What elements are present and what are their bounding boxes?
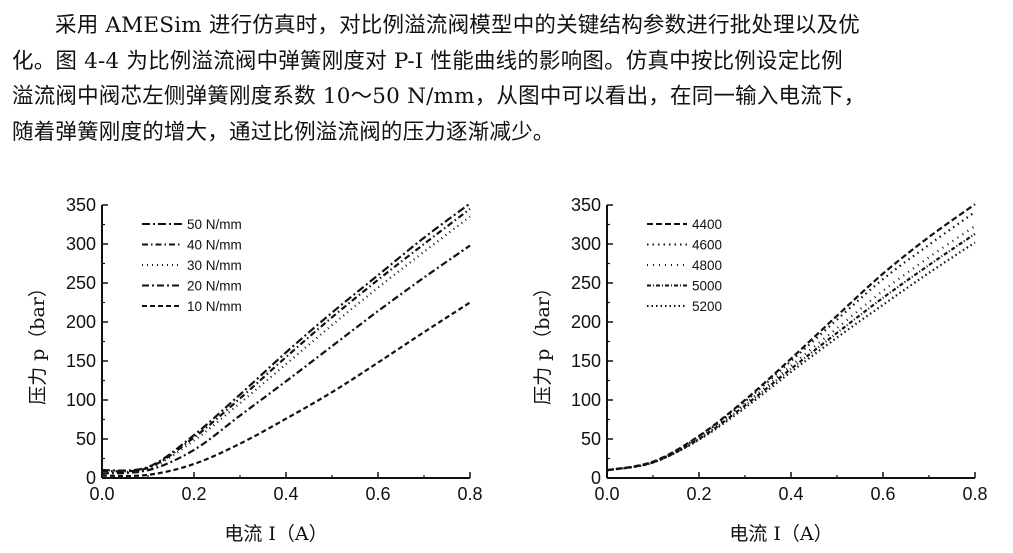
series-line (101, 202, 471, 472)
y-tick-label: 250 (571, 273, 601, 293)
x-tick-label: 0.4 (778, 484, 803, 504)
y-tick-label: 100 (66, 390, 96, 410)
spring-stiffness-chart: 0 50 100 150 200 250 300 350 0.0 0.2 0.4 0.6 0.8 电流 I… (27, 195, 483, 545)
series-line (606, 203, 976, 472)
x-axis-title: 电流 I（A） (224, 523, 327, 545)
y-tick-label: 0 (591, 468, 601, 488)
legend-label: 4600 (692, 238, 722, 253)
x-tick-label: 0.6 (870, 484, 895, 504)
y-tick-label: 150 (571, 351, 601, 371)
paragraph-line: 化。图 4-4 为比例溢流阀中弹簧刚度对 P-I 性能曲线的影响图。仿真中按比例… (12, 48, 843, 74)
y-tick-label: 50 (76, 429, 96, 449)
legend-label: 10 N/mm (187, 299, 242, 314)
paragraph-line: 采用 AMESim 进行仿真时，对比例溢流阀模型中的关键结构参数进行批处理以及优 (55, 13, 860, 38)
series-line (101, 301, 471, 478)
legend-label: 20 N/mm (187, 279, 242, 294)
series-line (606, 225, 976, 472)
y-tick-label: 350 (571, 195, 601, 215)
y-tick-label: 300 (66, 234, 96, 254)
y-tick-label: 50 (581, 429, 601, 449)
series-line (101, 244, 471, 475)
legend-label: 5200 (692, 299, 722, 314)
x-tick-label: 0.8 (457, 484, 482, 504)
x-tick-label: 0.2 (686, 484, 711, 504)
legend-label: 40 N/mm (187, 238, 242, 253)
y-tick-label: 100 (571, 390, 601, 410)
y-axis-title: 压力 p（bar） (27, 278, 49, 405)
legend-label: 50 N/mm (187, 217, 242, 232)
y-axis-title: 压力 p（bar） (532, 278, 554, 405)
y-tick-label: 350 (66, 195, 96, 215)
x-axis-title: 电流 I（A） (729, 523, 832, 545)
y-tick-label: 150 (66, 351, 96, 371)
intro-paragraph: 采用 AMESim 进行仿真时，对比例溢流阀模型中的关键结构参数进行批处理以及优… (12, 8, 1007, 150)
legend-label: 5000 (692, 279, 722, 294)
legend-label: 4800 (692, 258, 722, 273)
y-tick-label: 200 (571, 312, 601, 332)
series-line (606, 241, 976, 472)
series-line (101, 215, 471, 474)
paragraph-line: 随着弹簧刚度的增大，通过比例溢流阀的压力逐渐减少。 (12, 119, 555, 145)
paragraph-line: 溢流阀中阀芯左侧弹簧刚度系数 10～50 N/mm，从图中可以看出，在同一输入电… (12, 84, 866, 109)
y-tick-label: 300 (571, 234, 601, 254)
legend-label: 4400 (692, 217, 722, 232)
x-tick-label: 0.0 (89, 484, 114, 504)
legend-label: 30 N/mm (187, 258, 242, 273)
x-tick-label: 0.2 (181, 484, 206, 504)
spring-parameter-chart: 0 50 100 150 200 250 300 350 0.0 0.2 0.4 0.6 0.8 电流 I… (532, 195, 988, 545)
x-tick-label: 0.8 (962, 484, 987, 504)
series-line (606, 211, 976, 472)
y-tick-label: 0 (86, 468, 96, 488)
y-tick-label: 200 (66, 312, 96, 332)
x-tick-label: 0.6 (365, 484, 390, 504)
y-tick-label: 250 (66, 273, 96, 293)
x-tick-label: 0.4 (273, 484, 298, 504)
x-tick-label: 0.0 (594, 484, 619, 504)
series-line (101, 208, 471, 473)
series-line (606, 232, 976, 472)
